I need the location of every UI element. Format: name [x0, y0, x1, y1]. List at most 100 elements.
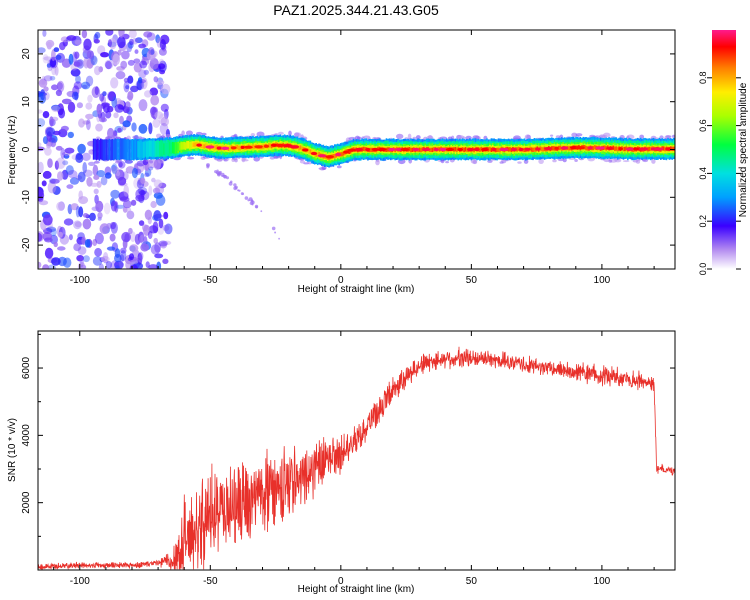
colorbar-tick-label: 0.8 — [698, 72, 708, 85]
noise-blob — [138, 79, 147, 84]
noise-blob — [56, 82, 63, 90]
noise-blob — [138, 220, 145, 226]
noise-blob — [126, 210, 135, 220]
ridge-cell — [664, 147, 666, 152]
noise-blob — [140, 77, 148, 90]
ridge-peak — [575, 146, 585, 150]
trail-point — [250, 199, 254, 202]
noise-blob — [38, 47, 46, 54]
noise-blob — [105, 61, 112, 70]
ridge-cell — [138, 141, 141, 159]
noise-blob — [38, 161, 44, 174]
ridge-cell — [156, 140, 158, 157]
noise-blob — [68, 53, 74, 65]
ridge-halo — [156, 133, 162, 139]
ridge-halo — [181, 130, 185, 136]
noise-blob — [56, 157, 66, 169]
ridge-cell — [102, 139, 105, 161]
ridge-cell — [662, 146, 665, 151]
noise-blob — [149, 87, 159, 96]
noise-blob — [109, 233, 116, 242]
ridge-halo — [277, 131, 284, 135]
ridge-cell — [420, 147, 422, 153]
ridge-cell — [97, 138, 99, 160]
ridge-cell — [204, 143, 207, 148]
ridge-cell — [189, 141, 191, 150]
ridge-cell — [201, 143, 204, 149]
ridge-halo — [157, 159, 165, 164]
ridge-cell — [101, 139, 103, 161]
ridge-peak — [216, 146, 222, 150]
noise-blob — [123, 81, 130, 93]
ridge-peak — [606, 146, 614, 150]
noise-blob — [118, 30, 125, 38]
ridge-halo — [396, 133, 404, 140]
noise-blob — [82, 162, 87, 174]
ridge-cell — [236, 144, 238, 150]
y-tick-label: -20 — [21, 237, 32, 252]
noise-blob — [144, 172, 150, 177]
noise-blob — [115, 204, 125, 209]
noise-blob — [83, 169, 93, 177]
noise-blob — [117, 104, 124, 110]
ridge-peak — [650, 147, 656, 151]
noise-blob — [135, 188, 145, 200]
noise-blob — [54, 160, 60, 170]
noise-blob — [51, 257, 61, 266]
ridge-cell — [552, 146, 554, 151]
noise-blob — [58, 231, 63, 238]
ridge-cell — [121, 138, 124, 160]
noise-blob — [43, 56, 53, 61]
noise-blob — [127, 91, 134, 101]
noise-blob — [149, 58, 159, 70]
noise-blob — [82, 120, 90, 125]
noise-blob — [99, 223, 110, 235]
x-tick-label: 0 — [338, 576, 344, 587]
noise-blob — [140, 243, 150, 252]
noise-blob — [82, 218, 92, 230]
noise-blob — [120, 60, 128, 69]
ridge-cell — [104, 139, 106, 161]
noise-blob — [159, 122, 169, 135]
noise-blob — [131, 37, 139, 45]
noise-blob — [135, 79, 145, 91]
ridge-cell — [153, 140, 155, 157]
noise-blob — [50, 116, 59, 122]
noise-blob — [45, 127, 56, 137]
ridge-cell — [177, 143, 180, 151]
ridge-cell — [593, 145, 596, 150]
ridge-cell — [670, 146, 672, 151]
noise-blob — [115, 71, 126, 80]
ridge-peak — [205, 145, 215, 149]
noise-blob — [64, 147, 75, 154]
noise-blob — [77, 171, 86, 183]
noise-blob — [138, 43, 147, 49]
ridge-peak — [665, 147, 671, 151]
noise-blob — [38, 118, 46, 128]
noise-blob — [160, 241, 167, 249]
spectrogram-x-axis-label: Height of straight line (km) — [298, 284, 415, 295]
spectrogram-x-axis: -100 -50 0 50 100 — [53, 30, 655, 286]
noise-blob — [86, 58, 94, 69]
noise-blob — [142, 56, 150, 66]
noise-blob — [163, 211, 169, 220]
ridge-cell — [410, 147, 412, 153]
ridge-halo — [608, 159, 613, 163]
noise-blob — [49, 56, 58, 69]
ridge-cell — [179, 142, 181, 151]
ridge-peak — [221, 146, 230, 150]
noise-blob — [45, 39, 55, 48]
ridge-halo — [651, 158, 656, 164]
noise-blob — [148, 166, 154, 171]
ridge-cell — [318, 152, 320, 157]
trail-point — [229, 180, 233, 184]
noise-blob — [66, 35, 77, 41]
ridge-cell — [624, 146, 626, 152]
ridge-halo — [635, 159, 641, 164]
noise-blob — [38, 232, 43, 242]
ridge-halo — [574, 159, 578, 162]
noise-blob — [73, 220, 82, 230]
noise-blob — [84, 239, 91, 248]
noise-blob — [81, 30, 88, 39]
